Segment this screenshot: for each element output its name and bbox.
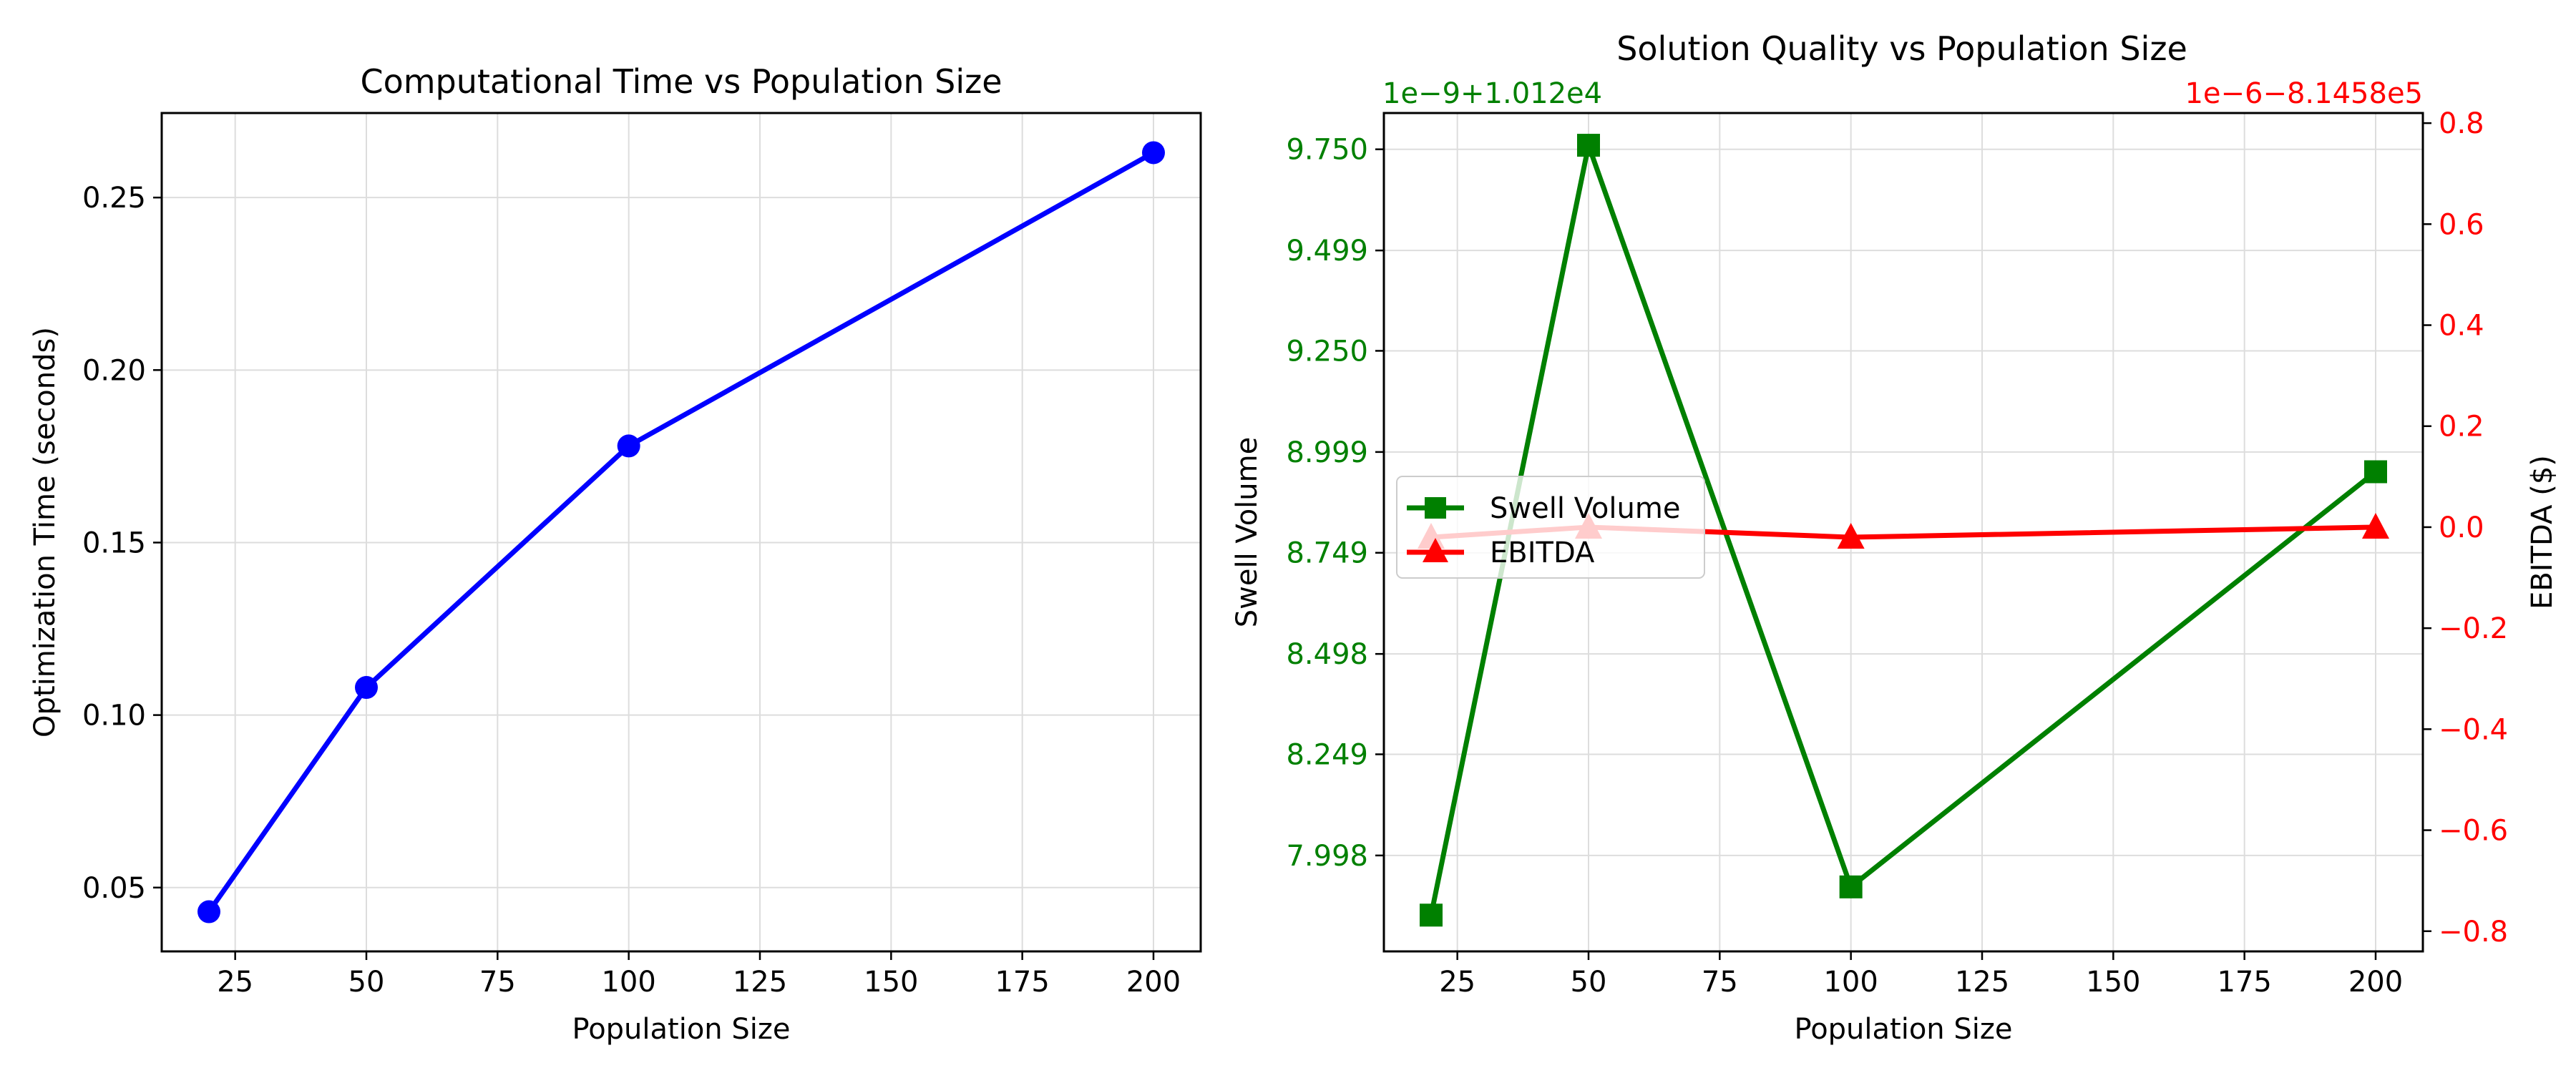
y-tick-label: 0.15 bbox=[82, 526, 146, 559]
x-tick-label: 25 bbox=[217, 966, 253, 999]
legend-label-ebitda: EBITDA bbox=[1490, 536, 1595, 569]
right-y-tick-label: 0.8 bbox=[2439, 107, 2484, 140]
left-axis-offset-label: 1e−9+1.012e4 bbox=[1382, 77, 1602, 110]
right-axis-offset-label: 1e−6−8.1458e5 bbox=[2185, 77, 2423, 110]
x-tick-label: 125 bbox=[733, 966, 787, 999]
right-y-axis-ticks: −0.8 −0.6 −0.4 −0.2 0.0 0.2 0.4 0.6 0.8 bbox=[2423, 107, 2508, 949]
chart-title: Computational Time vs Population Size bbox=[360, 62, 1002, 101]
left-y-tick-label: 9.750 bbox=[1286, 134, 1368, 167]
right-y-tick-label: −0.6 bbox=[2439, 815, 2508, 848]
axes-frame bbox=[1382, 112, 2424, 953]
data-point bbox=[1142, 141, 1165, 165]
left-y-tick-label: 8.249 bbox=[1286, 738, 1368, 771]
right-y-tick-label: −0.8 bbox=[2439, 916, 2508, 949]
data-point-swell-volume bbox=[1420, 903, 1443, 927]
x-tick-label: 75 bbox=[1702, 966, 1738, 999]
legend: Swell Volume EBITDA bbox=[1396, 476, 1705, 579]
y-axis-label: Optimization Time (seconds) bbox=[29, 327, 62, 738]
right-y-axis-label: EBITDA ($) bbox=[2526, 455, 2559, 609]
x-axis-label: Population Size bbox=[572, 1013, 791, 1046]
x-tick-label: 150 bbox=[2086, 966, 2140, 999]
axes-frame bbox=[160, 112, 1202, 953]
data-point bbox=[197, 900, 220, 923]
y-tick-label: 0.05 bbox=[82, 872, 146, 905]
x-tick-label: 200 bbox=[2348, 966, 2403, 999]
chart-solution-quality: Solution Quality vs Population Size 1e−9… bbox=[1231, 29, 2559, 1046]
left-y-tick-label: 7.998 bbox=[1286, 840, 1368, 873]
right-y-tick-label: −0.4 bbox=[2439, 713, 2508, 746]
data-point-ebitda bbox=[2362, 512, 2389, 539]
grid bbox=[162, 113, 1201, 951]
x-tick-label: 200 bbox=[1126, 966, 1181, 999]
x-tick-label: 25 bbox=[1439, 966, 1475, 999]
legend-marker-triangle bbox=[1423, 538, 1448, 562]
left-y-axis-ticks: 7.998 8.249 8.498 8.749 8.999 9.250 9.499 9.750 bbox=[1286, 134, 1384, 873]
legend-box bbox=[1396, 476, 1705, 579]
y-axis-ticks: 0.05 0.10 0.15 0.20 0.25 bbox=[82, 182, 162, 905]
left-y-tick-label: 8.498 bbox=[1286, 638, 1368, 671]
left-y-tick-label: 9.499 bbox=[1286, 235, 1368, 268]
x-axis-ticks: 25 50 75 100 125 150 175 200 bbox=[1439, 951, 2403, 999]
chart-title: Solution Quality vs Population Size bbox=[1616, 29, 2187, 68]
data-point bbox=[617, 434, 640, 458]
data-point-swell-volume bbox=[1839, 875, 1863, 898]
data-point-swell-volume bbox=[2364, 460, 2387, 484]
right-y-tick-label: 0.6 bbox=[2439, 208, 2484, 241]
x-tick-label: 100 bbox=[601, 966, 655, 999]
x-axis-ticks: 25 50 75 100 125 150 175 200 bbox=[217, 951, 1181, 999]
right-y-tick-label: 0.0 bbox=[2439, 511, 2484, 544]
legend-marker-square bbox=[1425, 497, 1446, 519]
x-tick-label: 50 bbox=[1571, 966, 1607, 999]
x-tick-label: 100 bbox=[1823, 966, 1878, 999]
y-tick-label: 0.10 bbox=[82, 700, 146, 733]
legend-label-swell-volume: Swell Volume bbox=[1490, 492, 1680, 525]
x-tick-label: 125 bbox=[1955, 966, 2009, 999]
chart-computational-time: Computational Time vs Population Size 25… bbox=[29, 62, 1202, 1046]
left-y-tick-label: 8.999 bbox=[1286, 436, 1368, 469]
plot-area bbox=[197, 141, 1165, 923]
series-line-optimization-time bbox=[207, 150, 1155, 913]
right-y-tick-label: 0.4 bbox=[2439, 310, 2484, 343]
right-y-tick-label: −0.2 bbox=[2439, 612, 2508, 645]
y-tick-label: 0.20 bbox=[82, 354, 146, 387]
data-point-ebitda bbox=[1837, 523, 1865, 549]
x-tick-label: 75 bbox=[479, 966, 516, 999]
x-tick-label: 50 bbox=[348, 966, 385, 999]
left-y-axis-label: Swell Volume bbox=[1231, 437, 1264, 627]
x-axis-label: Population Size bbox=[1795, 1013, 2013, 1046]
x-tick-label: 175 bbox=[2217, 966, 2271, 999]
left-y-tick-label: 9.250 bbox=[1286, 335, 1368, 368]
data-point-swell-volume bbox=[1577, 134, 1600, 157]
x-tick-label: 175 bbox=[995, 966, 1049, 999]
left-y-tick-label: 8.749 bbox=[1286, 537, 1368, 570]
data-point bbox=[355, 676, 378, 700]
y-tick-label: 0.25 bbox=[82, 182, 146, 215]
right-y-tick-label: 0.2 bbox=[2439, 411, 2484, 444]
x-tick-label: 150 bbox=[864, 966, 918, 999]
